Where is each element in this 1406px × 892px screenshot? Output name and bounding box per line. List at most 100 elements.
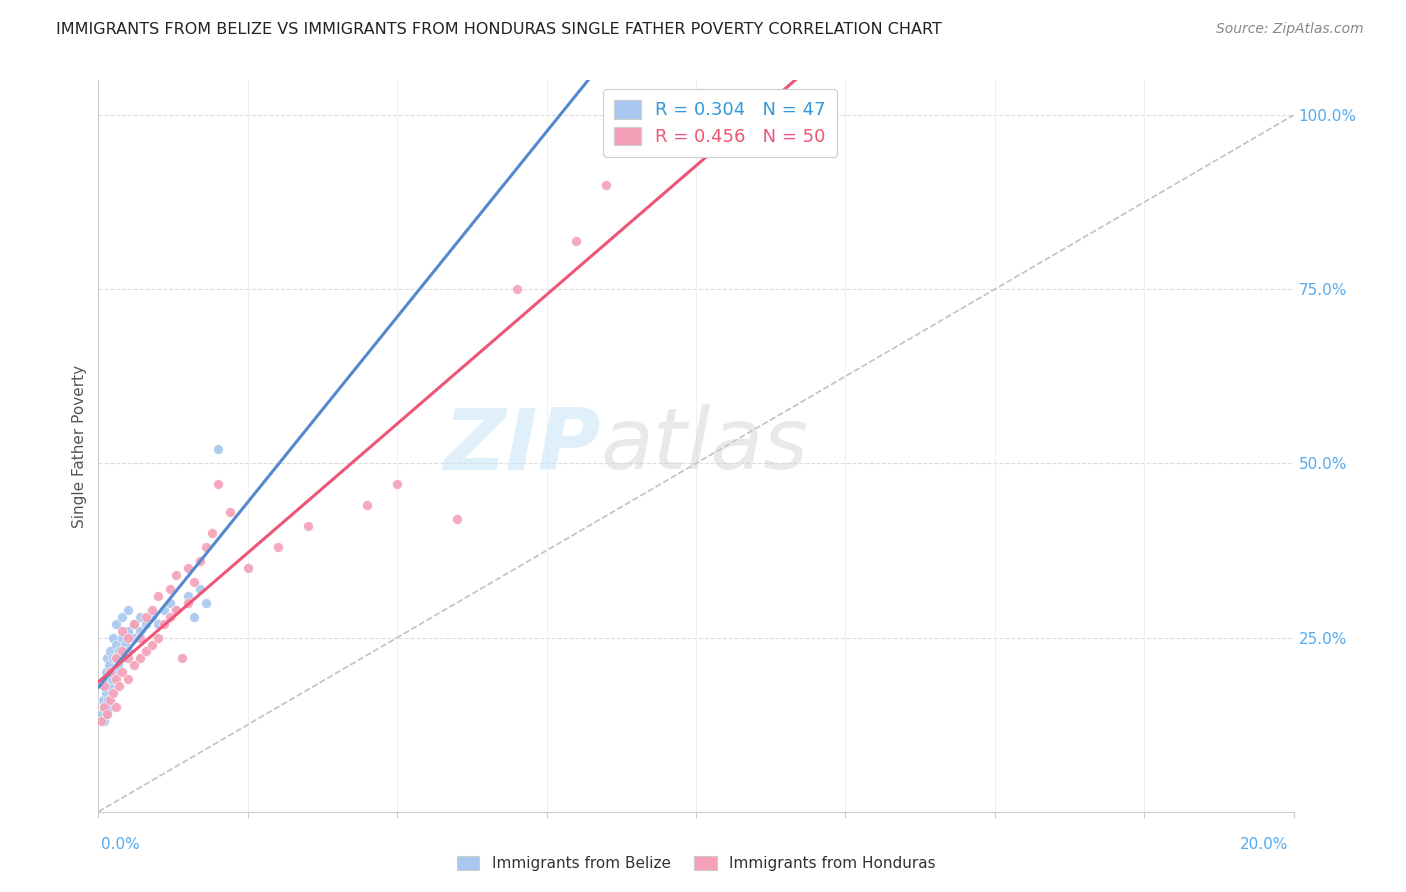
Point — [195, 540, 218, 554]
Point — [111, 651, 134, 665]
Point — [117, 603, 139, 617]
Point — [96, 651, 118, 665]
Point — [111, 609, 134, 624]
Point — [177, 596, 200, 610]
Point — [111, 665, 134, 680]
Point — [506, 282, 529, 296]
Point — [97, 658, 120, 673]
Point — [159, 609, 181, 624]
Legend: Immigrants from Belize, Immigrants from Honduras: Immigrants from Belize, Immigrants from … — [450, 850, 942, 877]
Point — [94, 686, 117, 700]
Point — [195, 596, 218, 610]
Point — [96, 673, 118, 687]
Point — [124, 658, 146, 673]
Point — [100, 673, 122, 687]
Point — [107, 658, 129, 673]
Point — [96, 707, 118, 722]
Point — [97, 693, 120, 707]
Point — [93, 700, 115, 714]
Point — [236, 561, 259, 575]
Point — [159, 582, 181, 596]
Point — [93, 714, 115, 728]
Point — [129, 631, 152, 645]
Point — [114, 638, 136, 652]
Point — [385, 477, 409, 491]
Point — [183, 609, 205, 624]
Point — [267, 540, 290, 554]
Point — [124, 616, 146, 631]
Point — [201, 526, 224, 541]
Point — [148, 631, 170, 645]
Point — [108, 679, 131, 693]
Point — [124, 616, 146, 631]
Point — [117, 631, 139, 645]
Point — [165, 567, 187, 582]
Point — [129, 609, 152, 624]
Point — [207, 477, 229, 491]
Point — [103, 651, 125, 665]
Point — [172, 651, 194, 665]
Point — [141, 603, 163, 617]
Point — [98, 693, 122, 707]
Point — [129, 624, 152, 638]
Point — [446, 512, 468, 526]
Point — [595, 178, 617, 192]
Point — [148, 616, 170, 631]
Point — [93, 679, 115, 693]
Point — [90, 714, 112, 728]
Point — [111, 631, 134, 645]
Point — [111, 624, 134, 638]
Text: IMMIGRANTS FROM BELIZE VS IMMIGRANTS FROM HONDURAS SINGLE FATHER POVERTY CORRELA: IMMIGRANTS FROM BELIZE VS IMMIGRANTS FRO… — [56, 22, 942, 37]
Point — [93, 679, 115, 693]
Point — [105, 700, 128, 714]
Point — [93, 700, 115, 714]
Point — [159, 596, 181, 610]
Point — [98, 700, 121, 714]
Text: 20.0%: 20.0% — [1240, 837, 1288, 852]
Point — [219, 505, 242, 519]
Point — [98, 644, 122, 658]
Point — [105, 638, 128, 652]
Point — [105, 665, 128, 680]
Point — [117, 624, 139, 638]
Text: ZIP: ZIP — [443, 404, 600, 488]
Point — [103, 631, 125, 645]
Text: atlas: atlas — [600, 404, 808, 488]
Point — [356, 498, 378, 512]
Point — [148, 589, 170, 603]
Point — [135, 609, 157, 624]
Point — [98, 665, 122, 680]
Point — [297, 519, 319, 533]
Point — [177, 561, 200, 575]
Point — [165, 603, 187, 617]
Point — [96, 665, 118, 680]
Text: 0.0%: 0.0% — [101, 837, 141, 852]
Point — [177, 589, 200, 603]
Point — [124, 631, 146, 645]
Point — [153, 603, 176, 617]
Point — [117, 644, 139, 658]
Point — [105, 651, 128, 665]
Point — [105, 616, 128, 631]
Point — [188, 554, 211, 568]
Point — [141, 609, 163, 624]
Text: Source: ZipAtlas.com: Source: ZipAtlas.com — [1216, 22, 1364, 37]
Point — [117, 673, 139, 687]
Point — [108, 644, 131, 658]
Y-axis label: Single Father Poverty: Single Father Poverty — [72, 365, 87, 527]
Point — [135, 644, 157, 658]
Point — [188, 582, 211, 596]
Point — [117, 651, 139, 665]
Point — [90, 707, 112, 722]
Point — [183, 574, 205, 589]
Point — [91, 693, 114, 707]
Point — [565, 234, 588, 248]
Point — [141, 638, 163, 652]
Point — [98, 665, 122, 680]
Point — [111, 644, 134, 658]
Point — [98, 679, 122, 693]
Point — [129, 651, 152, 665]
Point — [103, 686, 125, 700]
Point — [153, 616, 176, 631]
Point — [135, 616, 157, 631]
